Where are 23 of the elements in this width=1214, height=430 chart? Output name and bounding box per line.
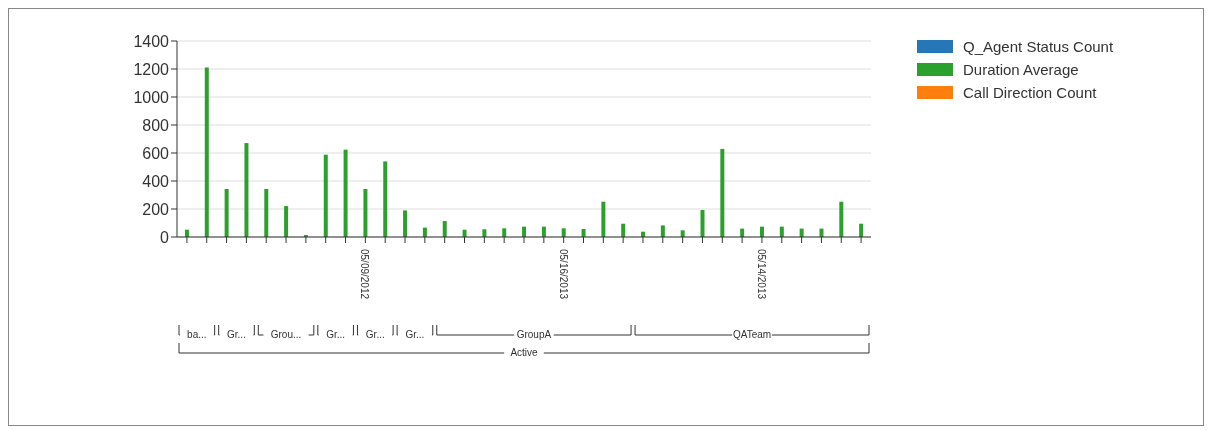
text: Gr... bbox=[227, 329, 246, 340]
text: Gr... bbox=[405, 329, 425, 340]
legend-label: Q_Agent Status Count bbox=[963, 38, 1114, 55]
x-tick-label: 05/16/2013 bbox=[557, 249, 569, 300]
y-tick-label: 600 bbox=[142, 144, 170, 162]
y-tick-label: 1000 bbox=[133, 88, 170, 106]
y-tick-label: 800 bbox=[142, 116, 170, 134]
y-tick-label: 0 bbox=[160, 228, 170, 246]
legend-label: Call Direction Count bbox=[963, 84, 1097, 101]
x-tick-label: 05/09/2012 bbox=[359, 249, 371, 300]
x-tick-label: 05/14/2013 bbox=[755, 249, 767, 300]
y-tick-label: 200 bbox=[142, 200, 170, 218]
text: Gr... bbox=[326, 329, 346, 340]
y-tick-label: 1400 bbox=[133, 32, 170, 50]
text: GroupA bbox=[516, 329, 552, 340]
y-tick-label: 400 bbox=[142, 172, 170, 190]
text: Active bbox=[510, 347, 539, 358]
text: QATeam bbox=[732, 329, 772, 340]
text: ba... bbox=[187, 329, 207, 340]
y-tick-label: 1200 bbox=[133, 60, 170, 78]
text: Gr... bbox=[365, 329, 385, 340]
legend-label: Duration Average bbox=[963, 61, 1079, 78]
text: Grou... bbox=[270, 329, 302, 340]
